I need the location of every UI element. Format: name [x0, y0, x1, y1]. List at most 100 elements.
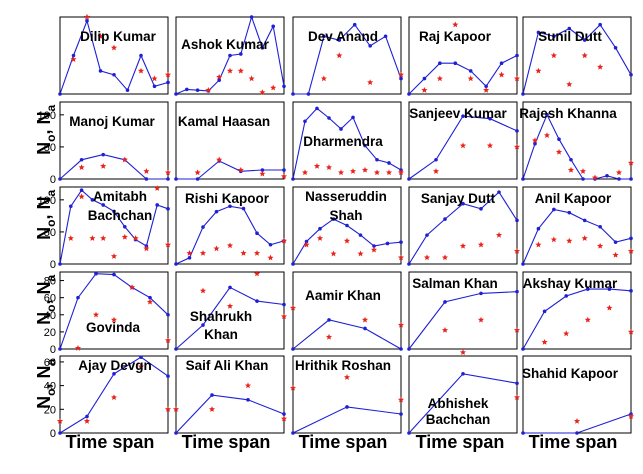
- point-N_o: [425, 233, 429, 237]
- ylabel-row-2: No, Na: [34, 104, 58, 155]
- point-N_a: [337, 169, 345, 176]
- point-N_a: [436, 75, 443, 82]
- point-N_o: [582, 38, 587, 42]
- point-N_o: [545, 113, 549, 117]
- panel-frame: [59, 101, 169, 180]
- point-N_a: [186, 250, 193, 256]
- point-N_a: [591, 174, 599, 181]
- point-N_o: [536, 30, 541, 35]
- y-tick-label: 40: [44, 310, 56, 322]
- panel-title: Sunil Dutt: [538, 29, 602, 44]
- point-N_o: [58, 431, 62, 435]
- point-N_a: [563, 330, 570, 337]
- point-N_o: [174, 431, 178, 435]
- point-N_a: [289, 384, 297, 391]
- point-N_o: [399, 347, 403, 351]
- panel-title: Abhishek: [428, 396, 489, 411]
- panel-sunil-dutt: Sunil Dutt: [521, 16, 633, 96]
- point-N_o: [291, 431, 295, 435]
- panel-frame: [408, 16, 518, 95]
- point-N_o: [536, 226, 541, 231]
- point-N_o: [422, 76, 427, 81]
- point-N_o: [564, 294, 568, 298]
- point-N_o: [479, 207, 483, 211]
- point-N_a: [164, 169, 172, 176]
- y-tick-label: 80: [44, 276, 56, 288]
- panel-frame: [522, 16, 632, 95]
- point-N_o: [241, 206, 246, 211]
- point-N_o: [387, 161, 391, 165]
- point-N_o: [90, 198, 95, 202]
- panel-dharmendra: Dharmendra: [291, 101, 405, 181]
- point-N_o: [306, 92, 311, 96]
- point-N_a: [336, 52, 343, 59]
- panel-manoj-kumar: 0 50 100 Manoj Kumar: [38, 101, 172, 186]
- point-N_a: [137, 363, 145, 370]
- point-N_a: [226, 303, 234, 309]
- point-N_o: [214, 209, 219, 214]
- point-N_a: [199, 287, 207, 294]
- point-N_o: [363, 326, 367, 331]
- ylabel-row-4: No, Na: [34, 274, 58, 325]
- point-N_a: [597, 63, 604, 70]
- point-N_o: [613, 46, 618, 50]
- point-N_a: [128, 284, 136, 290]
- point-N_a: [441, 254, 449, 261]
- point-N_o: [166, 177, 170, 181]
- point-N_a: [320, 75, 327, 82]
- point-N_o: [569, 157, 573, 162]
- series-line-N_o: [176, 160, 284, 180]
- panel-frame: [522, 271, 632, 350]
- y-tick-label: 100: [38, 110, 56, 122]
- panel-title: Sanjay Dutt: [421, 191, 496, 206]
- point-N_o: [407, 262, 411, 266]
- xlabel-col-3: Time span: [298, 432, 388, 452]
- point-N_o: [368, 44, 372, 48]
- point-N_o: [112, 371, 116, 376]
- point-N_o: [552, 34, 556, 39]
- point-N_a: [100, 235, 107, 241]
- panel-title: Ashok Kumar: [181, 37, 270, 52]
- point-N_a: [423, 254, 431, 261]
- y-tick-label: 40: [44, 381, 56, 393]
- point-N_o: [239, 52, 243, 56]
- point-N_o: [407, 347, 411, 351]
- point-N_o: [613, 240, 618, 244]
- point-N_a: [164, 71, 172, 78]
- point-N_a: [216, 156, 223, 163]
- point-N_a: [513, 143, 521, 150]
- point-N_a: [56, 417, 64, 424]
- point-N_o: [521, 262, 525, 266]
- point-N_o: [607, 287, 612, 291]
- series-line-N_o: [522, 288, 632, 350]
- point-N_a: [67, 235, 74, 241]
- y-tick-label: 0: [50, 259, 56, 271]
- point-N_a: [194, 169, 201, 176]
- point-N_o: [174, 92, 178, 96]
- panel-title: Salman Khan: [412, 276, 498, 291]
- point-N_o: [58, 262, 62, 266]
- panel-frame: [292, 16, 402, 95]
- series-line-N_o: [408, 55, 518, 95]
- panel-title: Dilip Kumar: [80, 29, 157, 44]
- point-N_a: [143, 245, 150, 252]
- panel-frame: [522, 101, 632, 180]
- point-N_a: [237, 166, 244, 173]
- point-N_a: [477, 241, 485, 248]
- point-N_o: [351, 115, 355, 120]
- y-tick-label: 0: [50, 428, 56, 440]
- point-N_a: [248, 75, 255, 82]
- panel-title: Khan: [204, 327, 238, 342]
- point-N_o: [345, 405, 349, 409]
- xlabel-col-4: Time span: [415, 432, 505, 452]
- point-N_o: [521, 92, 525, 96]
- panel-title: Shahid Kapoor: [522, 366, 619, 381]
- point-N_o: [155, 203, 159, 207]
- point-N_o: [515, 129, 519, 133]
- point-N_o: [586, 287, 590, 291]
- point-N_a: [259, 89, 266, 96]
- point-N_o: [187, 256, 192, 260]
- point-N_a: [361, 166, 369, 173]
- point-N_a: [483, 86, 490, 93]
- point-N_o: [148, 295, 152, 300]
